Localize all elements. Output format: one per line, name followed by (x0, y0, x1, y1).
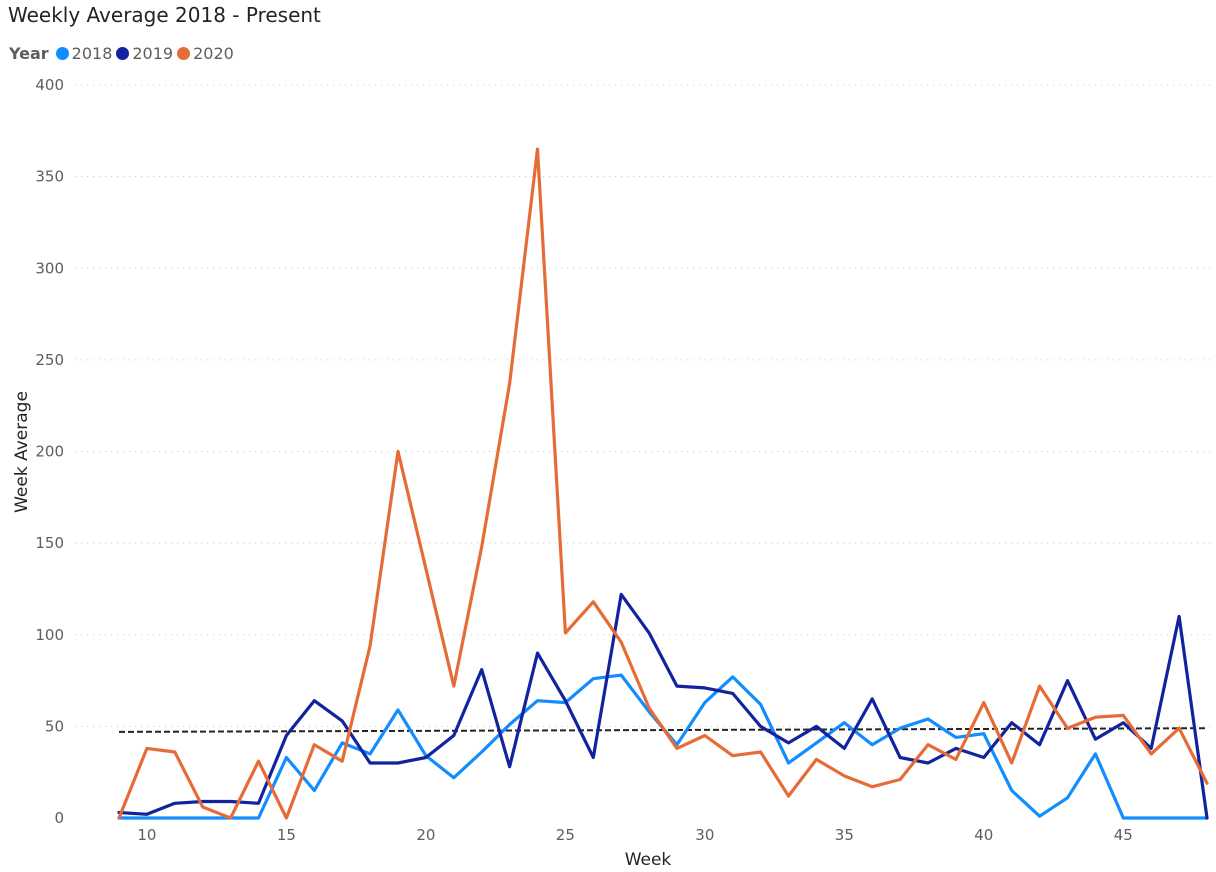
x-tick-label: 15 (277, 826, 296, 844)
legend-label-2019: 2019 (132, 44, 174, 63)
legend-title: Year (9, 44, 49, 63)
legend-item-2018[interactable]: 2018 (55, 44, 113, 63)
series-line-2020[interactable] (117, 147, 1209, 820)
x-tick-label: 20 (416, 826, 435, 844)
x-axis-label: Week (625, 850, 672, 870)
y-tick-label: 250 (35, 351, 64, 369)
legend-marker-2018 (55, 47, 69, 60)
y-tick-label: 400 (35, 76, 64, 94)
y-tick-label: 50 (45, 717, 64, 735)
legend: Year 2018 2019 2020 (9, 44, 238, 63)
y-tick-label: 0 (54, 809, 64, 827)
legend-item-2019[interactable]: 2019 (116, 44, 173, 63)
series-line-2019[interactable] (117, 592, 1209, 820)
y-tick-label: 150 (35, 534, 64, 552)
x-tick-label: 10 (137, 826, 156, 844)
y-tick-label: 350 (35, 168, 64, 186)
x-axis-ticks: 10 15 20 25 30 35 40 45 (137, 826, 1133, 844)
y-tick-label: 100 (35, 626, 64, 644)
y-axis-label: Week Average (12, 391, 32, 513)
gridlines (75, 84, 1210, 727)
x-tick-label: 35 (835, 826, 854, 844)
y-tick-label: 200 (35, 443, 64, 461)
x-tick-label: 45 (1114, 826, 1133, 844)
chart-title: Weekly Average 2018 - Present (8, 3, 321, 27)
series-lines (117, 147, 1209, 820)
x-tick-label: 40 (974, 826, 993, 844)
y-tick-label: 300 (35, 259, 64, 277)
x-tick-label: 25 (556, 826, 575, 844)
legend-label-2020: 2020 (193, 44, 234, 63)
x-tick-label: 30 (695, 826, 714, 844)
legend-marker-2020 (177, 47, 191, 60)
legend-label-2018: 2018 (71, 44, 113, 63)
y-axis-ticks: 0 50 100 150 200 250 300 350 400 (35, 76, 64, 827)
legend-marker-2019 (116, 47, 130, 60)
legend-item-2020[interactable]: 2020 (177, 44, 234, 63)
